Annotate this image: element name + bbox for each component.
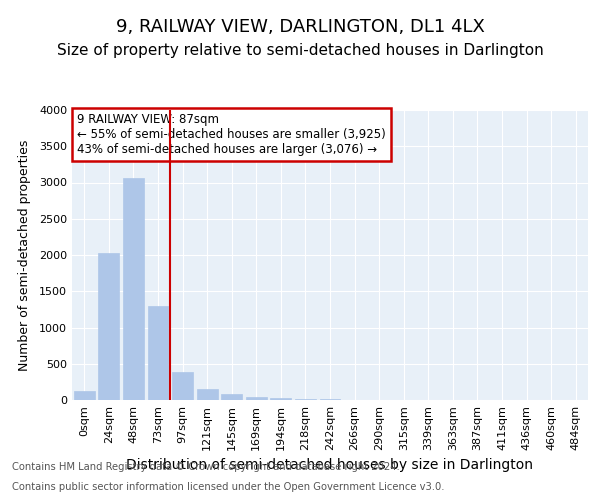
Bar <box>197 389 218 400</box>
Text: 9, RAILWAY VIEW, DARLINGTON, DL1 4LX: 9, RAILWAY VIEW, DARLINGTON, DL1 4LX <box>116 18 484 36</box>
X-axis label: Distribution of semi-detached houses by size in Darlington: Distribution of semi-detached houses by … <box>127 458 533 472</box>
Text: Size of property relative to semi-detached houses in Darlington: Size of property relative to semi-detach… <box>56 42 544 58</box>
Bar <box>246 397 267 400</box>
Bar <box>123 178 144 400</box>
Bar <box>74 390 95 400</box>
Y-axis label: Number of semi-detached properties: Number of semi-detached properties <box>17 140 31 370</box>
Bar <box>271 398 292 400</box>
Bar <box>172 372 193 400</box>
Bar <box>148 306 169 400</box>
Text: 9 RAILWAY VIEW: 87sqm
← 55% of semi-detached houses are smaller (3,925)
43% of s: 9 RAILWAY VIEW: 87sqm ← 55% of semi-deta… <box>77 113 386 156</box>
Bar <box>98 253 119 400</box>
Text: Contains public sector information licensed under the Open Government Licence v3: Contains public sector information licen… <box>12 482 445 492</box>
Text: Contains HM Land Registry data © Crown copyright and database right 2024.: Contains HM Land Registry data © Crown c… <box>12 462 400 472</box>
Bar <box>221 394 242 400</box>
